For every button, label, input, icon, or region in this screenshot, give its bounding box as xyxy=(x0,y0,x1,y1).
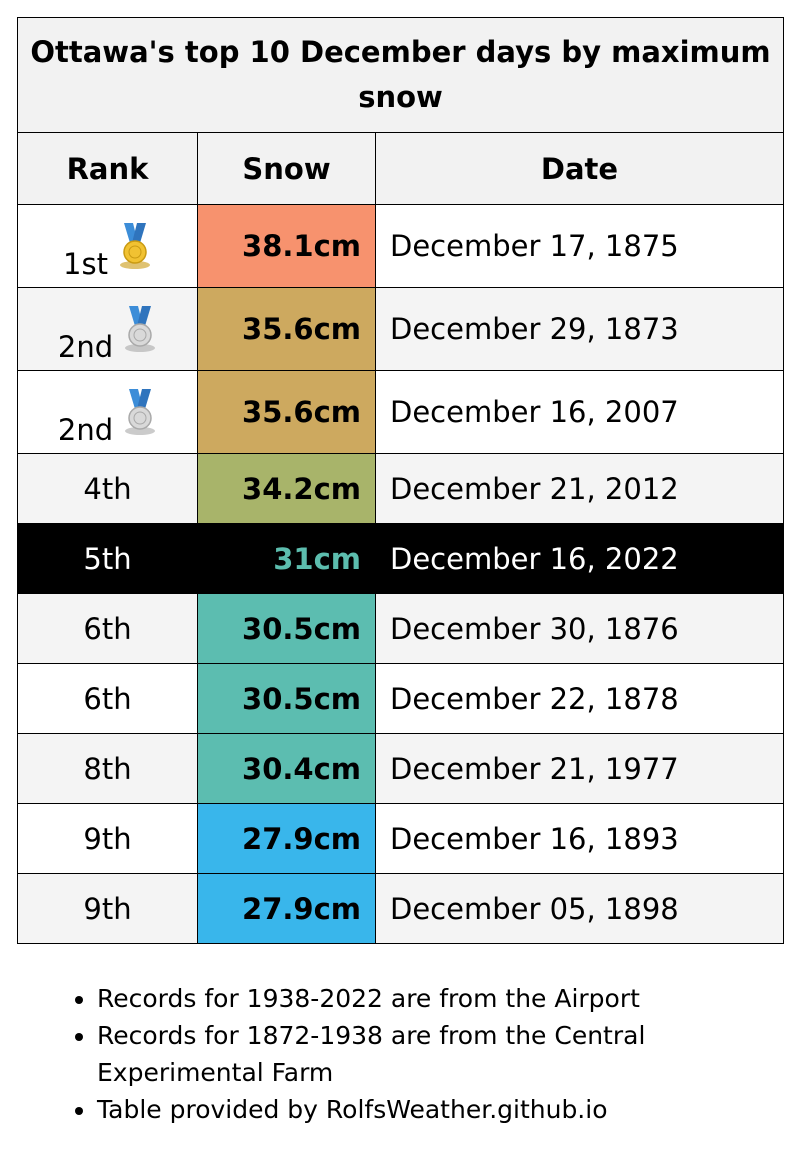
snow-cell: 30.5cm xyxy=(197,663,376,734)
gold-medal-icon xyxy=(119,223,150,269)
rank-label: 2nd xyxy=(57,330,114,364)
table-row: 5th 31cm December 16, 2022 xyxy=(17,523,784,594)
date-cell: December 16, 2022 xyxy=(375,523,784,594)
table-row: 2nd 35.6cm December 16, 2007 xyxy=(17,370,784,454)
rank-label: 9th xyxy=(83,821,132,856)
rank-cell: 2nd xyxy=(17,370,198,454)
rank-label: 6th xyxy=(83,611,132,646)
rank-label: 1st xyxy=(63,247,108,281)
date-cell: December 17, 1875 xyxy=(375,204,784,288)
snow-cell: 38.1cm xyxy=(197,204,376,288)
date-cell: December 16, 1893 xyxy=(375,803,784,874)
rank-cell: 4th xyxy=(17,453,198,524)
snow-cell: 27.9cm xyxy=(197,803,376,874)
rank-label: 8th xyxy=(83,751,132,786)
snow-cell: 34.2cm xyxy=(197,453,376,524)
snow-cell: 27.9cm xyxy=(197,873,376,944)
notes-list: Records for 1938-2022 are from the Airpo… xyxy=(57,980,797,1128)
date-cell: December 05, 1898 xyxy=(375,873,784,944)
snow-cell: 35.6cm xyxy=(197,287,376,371)
table-row: 6th 30.5cm December 22, 1878 xyxy=(17,663,784,734)
rank-cell: 8th xyxy=(17,733,198,804)
note-item: Records for 1938-2022 are from the Airpo… xyxy=(97,980,797,1017)
rank-label: 5th xyxy=(83,541,132,576)
column-header-snow: Snow xyxy=(197,132,376,205)
rank-label: 6th xyxy=(83,681,132,716)
rank-cell: 9th xyxy=(17,873,198,944)
table-row: 1st 38.1cm December 17, 1875 xyxy=(17,204,784,288)
table-row: 9th 27.9cm December 05, 1898 xyxy=(17,873,784,944)
snow-cell: 30.5cm xyxy=(197,593,376,664)
table-row: 4th 34.2cm December 21, 2012 xyxy=(17,453,784,524)
snow-cell: 30.4cm xyxy=(197,733,376,804)
rank-label: 2nd xyxy=(57,413,114,447)
header-row: Rank Snow Date xyxy=(17,132,784,205)
rank-cell: 9th xyxy=(17,803,198,874)
table-row: 9th 27.9cm December 16, 1893 xyxy=(17,803,784,874)
date-cell: December 22, 1878 xyxy=(375,663,784,734)
table-title: Ottawa's top 10 December days by maximum… xyxy=(17,17,784,133)
table-row: 2nd 35.6cm December 29, 1873 xyxy=(17,287,784,371)
date-cell: December 16, 2007 xyxy=(375,370,784,454)
table-row: 6th 30.5cm December 30, 1876 xyxy=(17,593,784,664)
rank-cell: 6th xyxy=(17,593,198,664)
rank-label: 4th xyxy=(83,471,132,506)
note-item: Records for 1872-1938 are from the Centr… xyxy=(97,1017,797,1091)
date-cell: December 21, 1977 xyxy=(375,733,784,804)
snow-records-table: Ottawa's top 10 December days by maximum… xyxy=(17,17,784,944)
rank-cell: 2nd xyxy=(17,287,198,371)
rank-label: 9th xyxy=(83,891,132,926)
column-header-date: Date xyxy=(375,132,784,205)
rank-cell: 6th xyxy=(17,663,198,734)
title-row: Ottawa's top 10 December days by maximum… xyxy=(17,17,784,133)
note-item: Table provided by RolfsWeather.github.io xyxy=(97,1091,797,1128)
silver-medal-icon xyxy=(125,389,156,435)
date-cell: December 21, 2012 xyxy=(375,453,784,524)
snow-cell: 31cm xyxy=(197,523,376,594)
column-header-rank: Rank xyxy=(17,132,198,205)
rank-cell: 5th xyxy=(17,523,198,594)
date-cell: December 29, 1873 xyxy=(375,287,784,371)
date-cell: December 30, 1876 xyxy=(375,593,784,664)
rank-cell: 1st xyxy=(17,204,198,288)
snow-cell: 35.6cm xyxy=(197,370,376,454)
table-row: 8th 30.4cm December 21, 1977 xyxy=(17,733,784,804)
silver-medal-icon xyxy=(125,306,156,352)
